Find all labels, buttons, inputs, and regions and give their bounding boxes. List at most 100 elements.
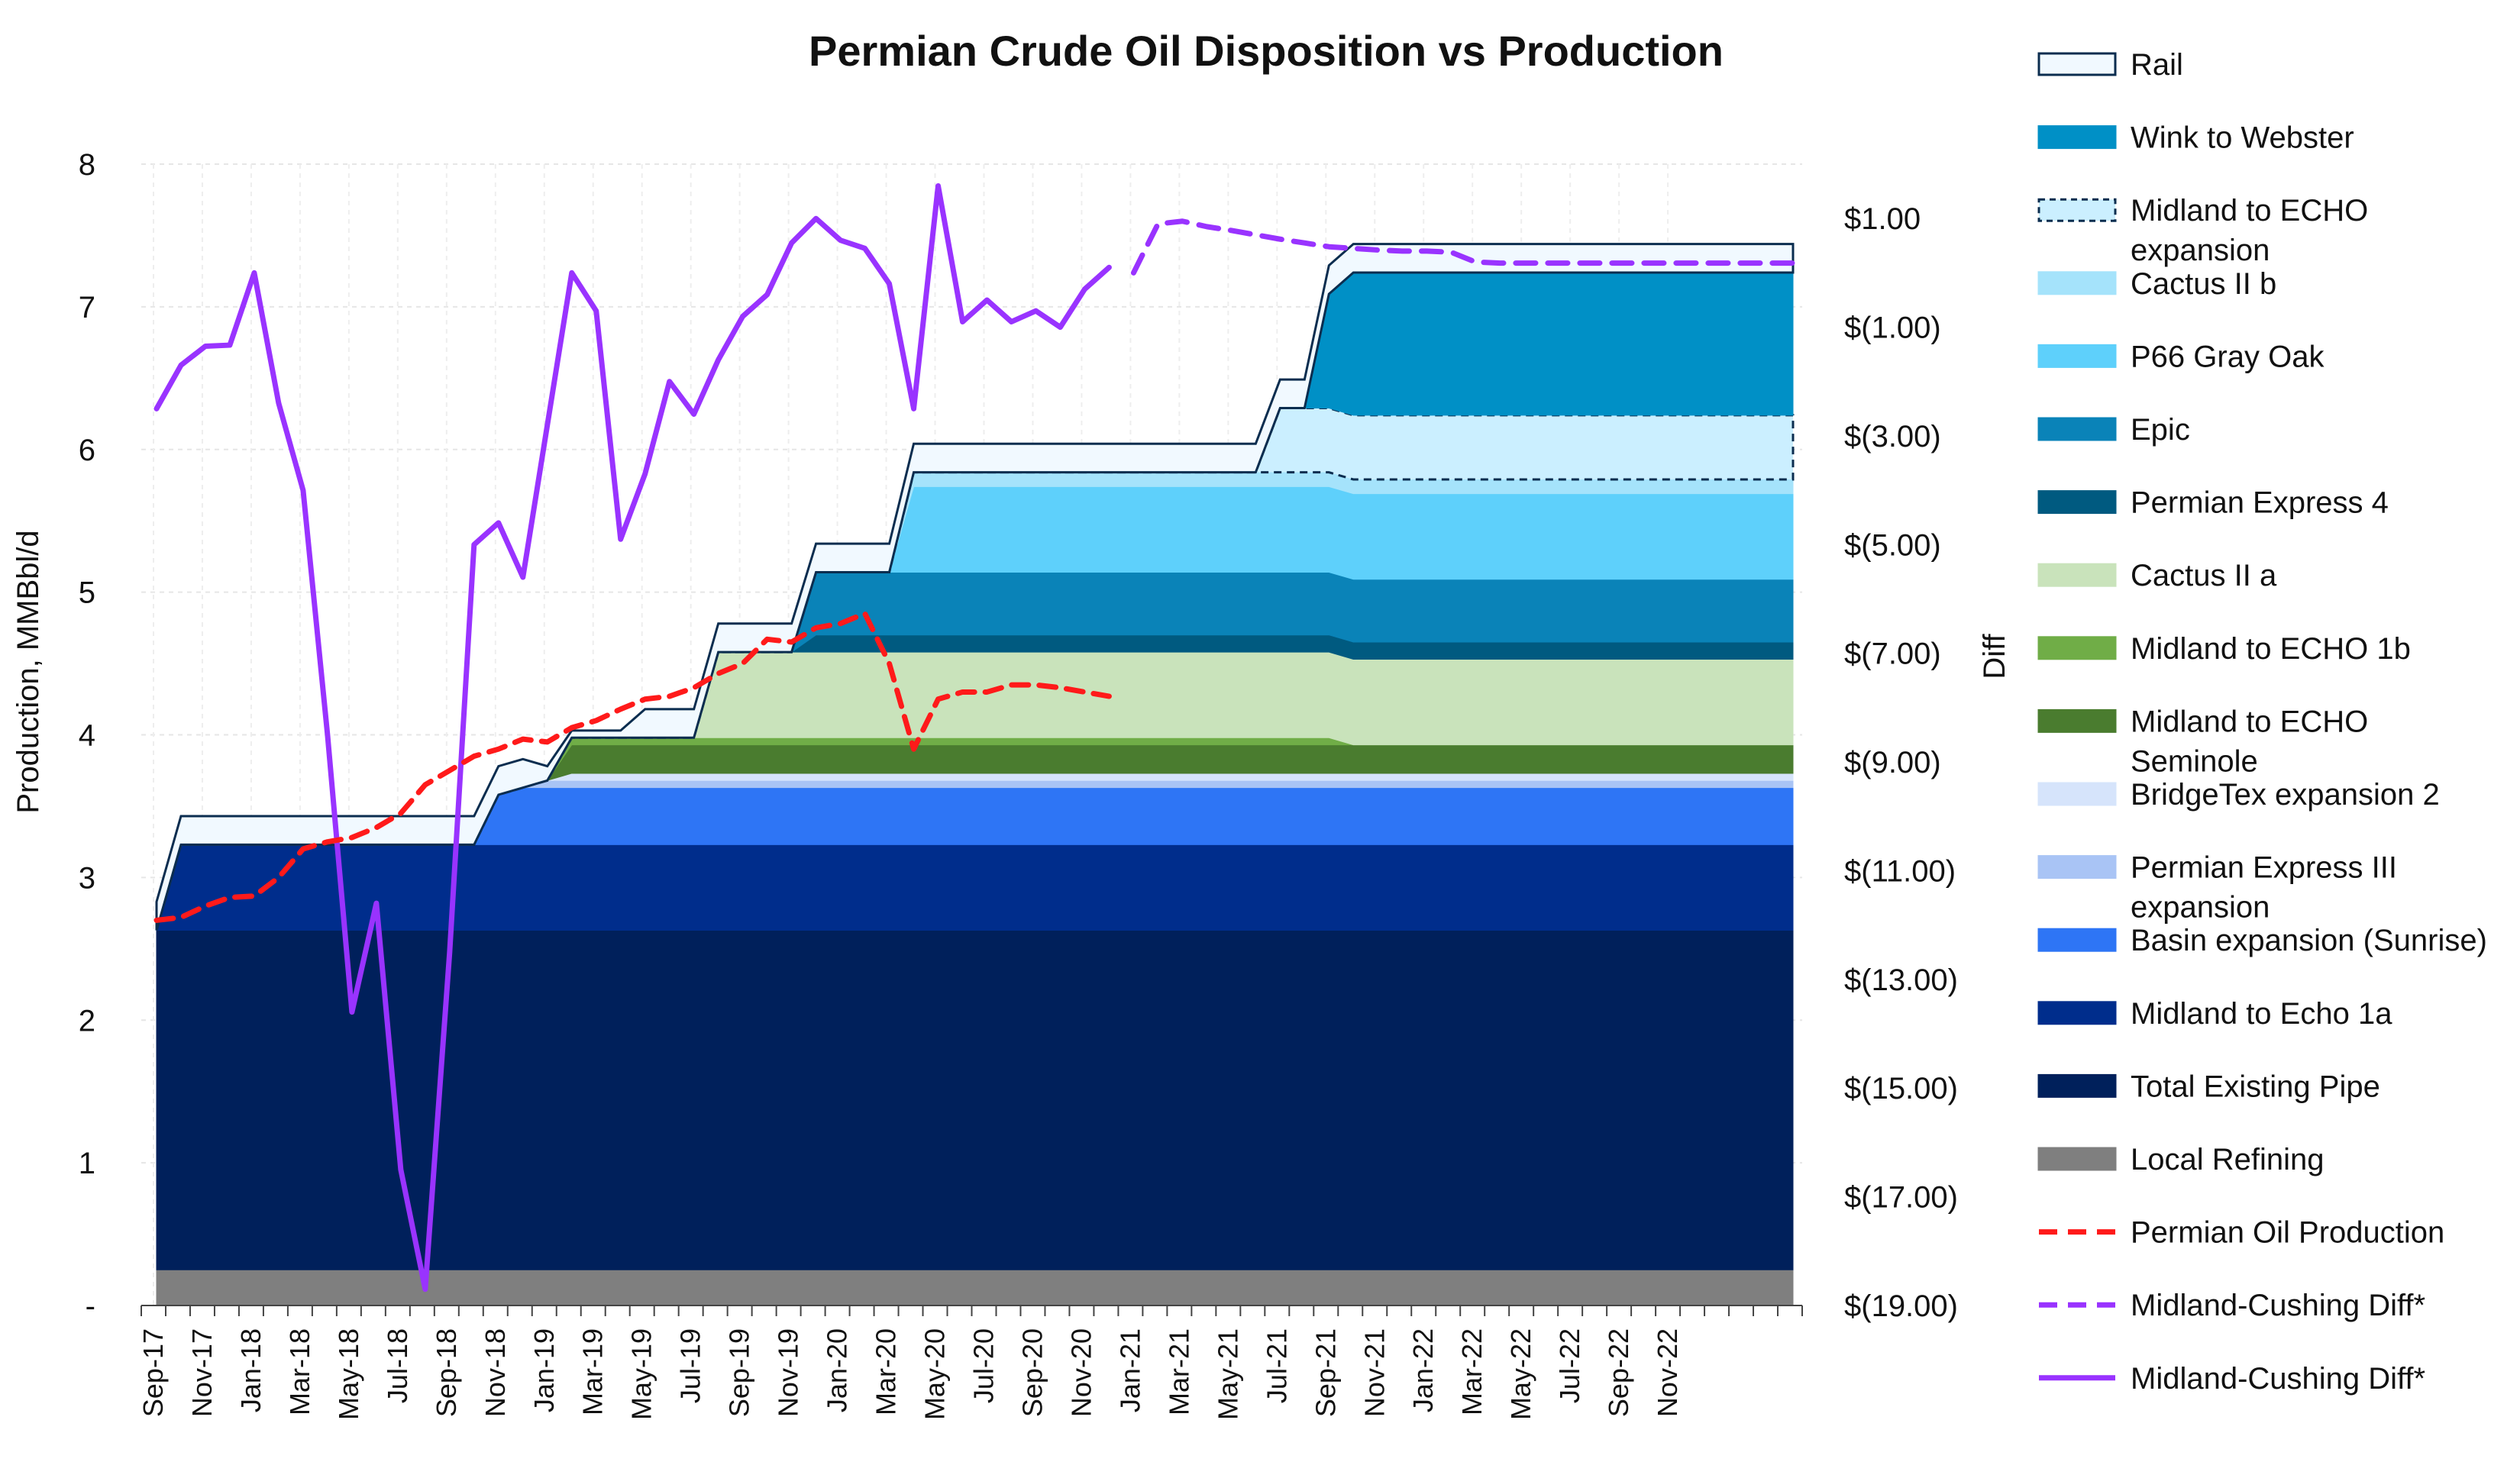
legend-swatch xyxy=(2037,52,2117,76)
legend-label-line: Permian Express III xyxy=(2131,851,2397,885)
x-tick-label: May-19 xyxy=(626,1328,657,1420)
legend-item: Basin expansion (Sunrise) xyxy=(2037,924,2487,957)
legend-item: P66 Gray Oak xyxy=(2037,340,2325,373)
y2-tick-label: $(7.00) xyxy=(1844,637,1941,671)
y2-tick-label: $(13.00) xyxy=(1844,963,1958,997)
legend-swatch xyxy=(2037,125,2117,150)
x-tick-label: Sep-21 xyxy=(1310,1328,1341,1417)
x-tick-label: Nov-18 xyxy=(480,1328,511,1417)
y2-tick-label: $(3.00) xyxy=(1844,420,1941,453)
legend-swatch xyxy=(2037,344,2117,368)
legend-item: Cactus II a xyxy=(2037,559,2277,592)
y2-tick-label: $(17.00) xyxy=(1844,1181,1958,1215)
legend-label-line: Seminole xyxy=(2131,744,2258,778)
area-midland-to-echo-1a xyxy=(156,844,1794,931)
x-tick-label: Sep-22 xyxy=(1603,1328,1634,1417)
legend-item: Midland to ECHO expansion xyxy=(2037,194,2368,267)
y2-tick-label: $1.00 xyxy=(1844,202,1921,236)
area-total-existing-pipe xyxy=(156,930,1794,1270)
y-tick-label: - xyxy=(86,1289,95,1323)
legend-swatch xyxy=(2037,198,2117,222)
legend-swatch xyxy=(2037,1001,2117,1025)
x-tick-label: Jan-18 xyxy=(235,1328,267,1412)
legend-label: Midland-Cushing Diff* xyxy=(2131,1362,2425,1396)
legend-label: Permian Oil Production xyxy=(2131,1216,2444,1250)
y-tick-label: 8 xyxy=(79,148,95,182)
legend-label: Cactus II b xyxy=(2131,267,2276,301)
legend-swatch xyxy=(2037,563,2117,587)
legend-label-line: Midland to ECHO 1b xyxy=(2131,632,2411,666)
y-tick-label: 7 xyxy=(79,291,95,324)
x-tick-label: Mar-21 xyxy=(1163,1328,1194,1415)
x-tick-label: Jul-22 xyxy=(1554,1328,1585,1403)
y2-tick-label: $(5.00) xyxy=(1844,528,1941,562)
area-layer xyxy=(155,243,1795,1306)
legend-label-line: Wink to Webster xyxy=(2131,121,2354,155)
legend-swatch xyxy=(2037,271,2117,295)
legend-label: Local Refining xyxy=(2131,1143,2325,1176)
legend-item: Midland to Echo 1a xyxy=(2037,997,2392,1031)
x-tick-label: Sep-18 xyxy=(431,1328,462,1417)
x-tick-label: May-22 xyxy=(1505,1328,1536,1420)
legend-label: Cactus II a xyxy=(2131,559,2277,592)
legend-label-line: Midland-Cushing Diff* xyxy=(2131,1362,2425,1396)
x-tick-label: Jan-21 xyxy=(1114,1328,1145,1412)
legend-item: Midland to ECHO 1b xyxy=(2037,632,2411,666)
x-tick-label: Mar-22 xyxy=(1456,1328,1488,1415)
y2-tick-label: $(9.00) xyxy=(1844,746,1941,779)
chart-title: Permian Crude Oil Disposition vs Product… xyxy=(809,27,1724,75)
x-tick-label: Jan-22 xyxy=(1407,1328,1439,1412)
x-tick-label: Nov-17 xyxy=(186,1328,218,1417)
y-tick-label: 6 xyxy=(79,434,95,467)
legend-label-line: Midland to Echo 1a xyxy=(2131,997,2392,1031)
x-tick-label: Mar-19 xyxy=(577,1328,609,1415)
area-rail xyxy=(155,243,1795,931)
legend-item: Midland-Cushing Diff* xyxy=(2039,1362,2425,1396)
x-tick-label: Jul-19 xyxy=(675,1328,706,1403)
axis-layer: - 1 2 3 4 5 6 7 8 $(19.00) $(17.00) $(15.00) $(13.00… xyxy=(79,148,1958,1420)
legend-label-line: Midland-Cushing Diff* xyxy=(2131,1289,2425,1322)
legend-item: Midland to ECHO Seminole xyxy=(2037,705,2368,778)
line-midland-cushing-diff-dashed xyxy=(1130,218,1796,276)
legend-label: Midland to Echo 1a xyxy=(2131,997,2392,1031)
legend-label-line: P66 Gray Oak xyxy=(2131,340,2325,373)
y2-tick-label: $(11.00) xyxy=(1844,854,1956,888)
x-tick-label: Jul-21 xyxy=(1261,1328,1292,1403)
legend-item: Rail xyxy=(2037,48,2183,82)
x-tick-label: Sep-17 xyxy=(137,1328,169,1417)
legend-label-line: Cactus II a xyxy=(2131,559,2277,592)
y-tick-label: 4 xyxy=(79,719,95,753)
x-tick-label: Nov-22 xyxy=(1652,1328,1683,1417)
x-tick-label: Sep-19 xyxy=(724,1328,755,1417)
x-tick-label: May-20 xyxy=(919,1328,951,1420)
line-midland-cushing-diff-solid xyxy=(153,182,1112,1293)
y2-tick-label: $(1.00) xyxy=(1844,311,1941,345)
legend-label-line: Midland to ECHO xyxy=(2131,194,2368,228)
y-tick-label: 2 xyxy=(79,1004,95,1038)
y-tick-label: 1 xyxy=(79,1147,95,1180)
legend-label-line: expansion xyxy=(2131,891,2270,925)
x-tick-label: Jul-20 xyxy=(968,1328,999,1403)
y-tick-label: 3 xyxy=(79,861,95,895)
legend-label: Midland to ECHO Seminole xyxy=(2131,705,2368,778)
legend-label-line: expansion xyxy=(2131,234,2270,267)
legend-item: Permian Express III expansion xyxy=(2037,851,2397,925)
legend-swatch xyxy=(2037,1147,2117,1171)
legend-swatch xyxy=(2037,636,2117,660)
legend-label: Midland-Cushing Diff* xyxy=(2131,1289,2425,1322)
legend-item: Permian Express 4 xyxy=(2037,486,2389,520)
x-tick-label: Nov-19 xyxy=(773,1328,804,1417)
legend-label-line: Permian Oil Production xyxy=(2131,1216,2444,1250)
legend-swatch xyxy=(2037,490,2117,515)
legend-swatch xyxy=(2037,855,2117,879)
legend-label-line: BridgeTex expansion 2 xyxy=(2131,778,2440,812)
x-tick-label: Jan-20 xyxy=(822,1328,853,1412)
legend-label: Permian Express 4 xyxy=(2131,486,2389,520)
legend-swatch xyxy=(2037,417,2117,441)
legend-label-line: Midland to ECHO xyxy=(2131,705,2368,738)
x-tick-label: Jul-18 xyxy=(382,1328,413,1403)
x-tick-label: Mar-18 xyxy=(284,1328,315,1415)
legend-item: Total Existing Pipe xyxy=(2037,1070,2380,1103)
legend-label: BridgeTex expansion 2 xyxy=(2131,778,2440,812)
legend-item: Cactus II b xyxy=(2037,267,2276,301)
